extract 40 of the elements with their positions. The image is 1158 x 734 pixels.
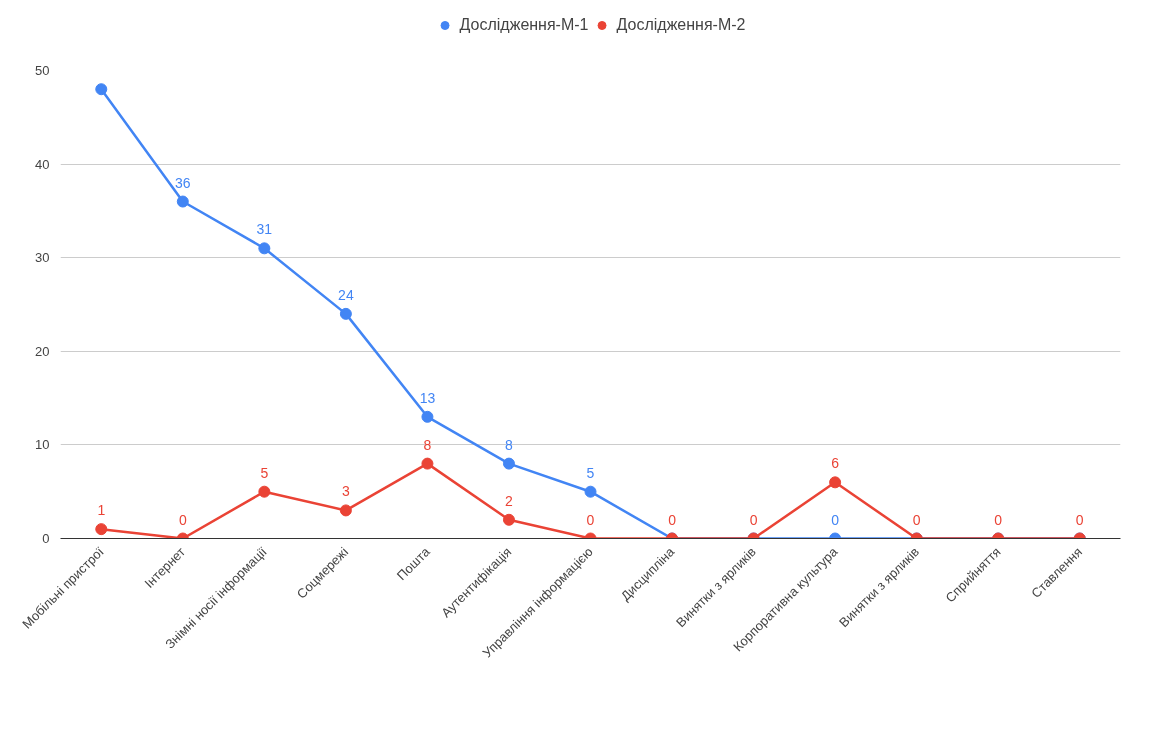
data-label: 0 (586, 511, 595, 528)
point (339, 504, 352, 517)
point (176, 195, 189, 208)
data-label: 5 (586, 464, 595, 481)
legend-label: Дослідження-М-1 (459, 16, 589, 34)
point (502, 457, 515, 470)
y-tick-label: 20 (35, 343, 50, 359)
point (339, 307, 352, 320)
data-label: 1 (97, 502, 106, 519)
y-tick-label: 0 (42, 531, 50, 546)
y-tick-label: 10 (35, 437, 50, 453)
data-label: 0 (178, 511, 187, 528)
point (258, 485, 271, 498)
data-label: 24 (338, 286, 354, 303)
point (502, 513, 515, 526)
data-label: 0 (994, 511, 1003, 528)
point (829, 476, 842, 489)
point (421, 410, 434, 423)
point (421, 457, 434, 470)
y-tick-label: 50 (35, 63, 50, 78)
data-label: 31 (256, 221, 273, 238)
point (95, 83, 108, 96)
point (258, 242, 271, 255)
legend-label: Дослідження-М-2 (616, 16, 746, 34)
data-label: 5 (260, 464, 269, 481)
data-label: 6 (831, 455, 840, 472)
data-label: 0 (668, 511, 677, 528)
data-label: 0 (1075, 511, 1084, 528)
data-label: 13 (419, 389, 436, 406)
data-label: 0 (749, 511, 758, 528)
data-label: 0 (912, 511, 921, 528)
data-label: 8 (423, 436, 432, 453)
data-label: 36 (175, 174, 191, 191)
data-label: 3 (341, 483, 350, 500)
data-label: 0 (831, 511, 840, 528)
y-tick-label: 40 (35, 156, 50, 172)
data-label: 2 (505, 492, 514, 509)
point (584, 485, 597, 498)
y-tick-label: 30 (35, 250, 50, 266)
data-label: 8 (505, 436, 514, 453)
